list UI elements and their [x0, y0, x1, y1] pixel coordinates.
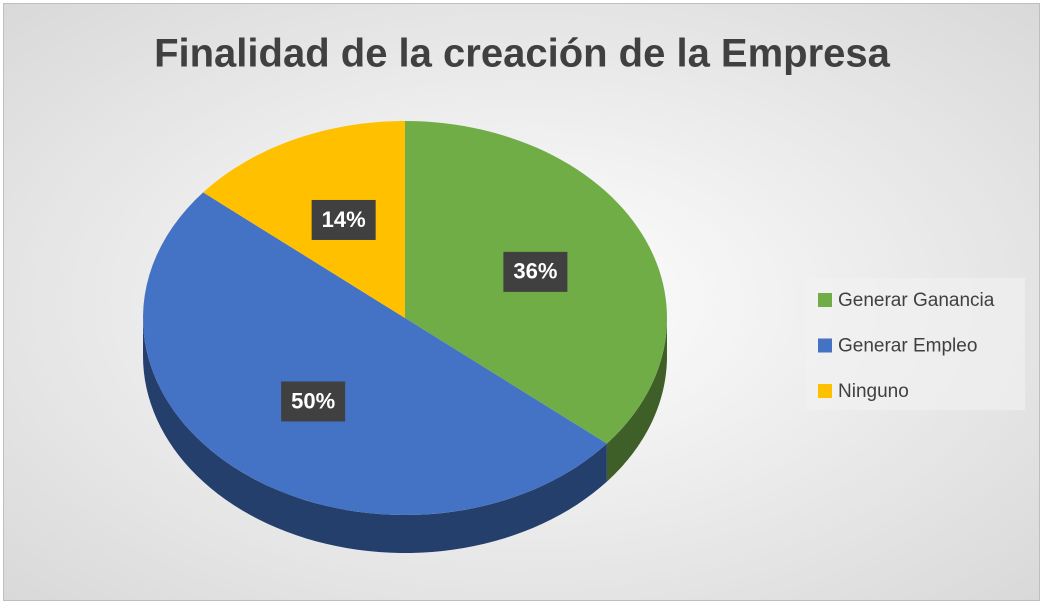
slice-side	[143, 318, 607, 553]
legend-label: Generar Ganancia	[838, 290, 995, 311]
data-label: 14%	[322, 207, 366, 232]
legend-label: Ninguno	[838, 381, 909, 402]
data-label-box	[281, 381, 346, 422]
legend-box	[806, 278, 1025, 410]
legend-label: Generar Empleo	[838, 336, 977, 357]
legend-swatch	[818, 384, 832, 398]
slice-side	[606, 318, 667, 482]
chart-title: Finalidad de la creación de la Empresa	[154, 32, 891, 76]
legend-swatch	[818, 338, 832, 353]
legend-swatch	[818, 293, 832, 307]
slice	[203, 121, 405, 318]
slice	[143, 192, 607, 515]
data-label-box	[311, 199, 376, 240]
data-label-box	[503, 251, 568, 292]
data-label: 36%	[513, 259, 557, 284]
data-label: 50%	[291, 388, 335, 413]
